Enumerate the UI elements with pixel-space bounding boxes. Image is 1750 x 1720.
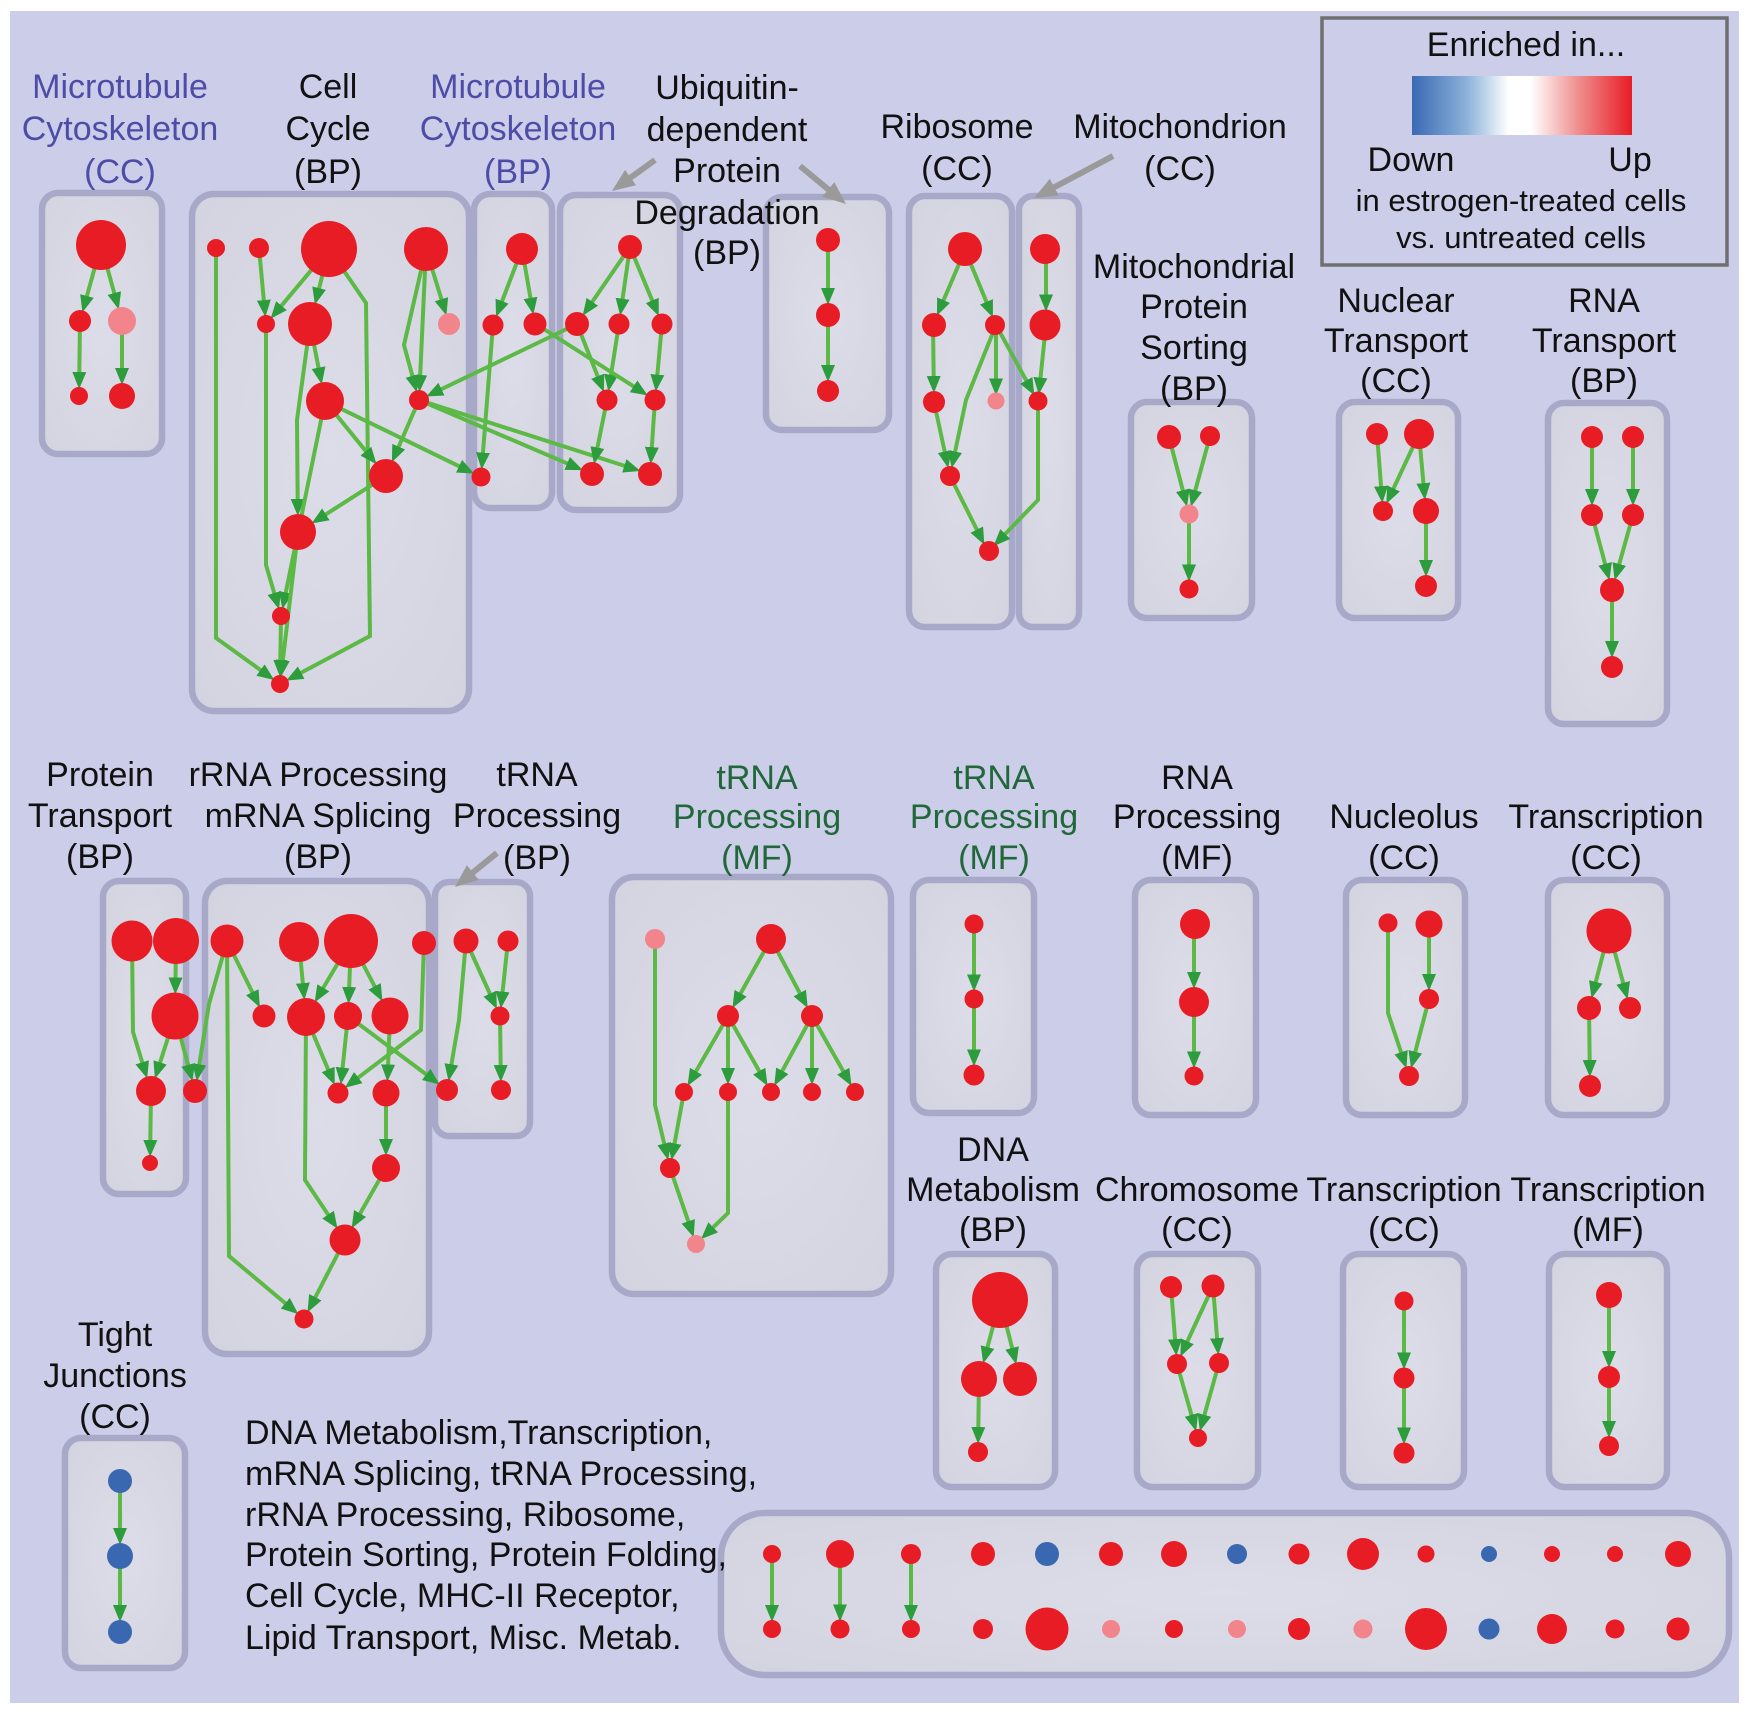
- svg-text:(BP): (BP): [1160, 370, 1228, 408]
- svg-text:mRNA Splicing: mRNA Splicing: [205, 797, 432, 835]
- svg-text:tRNA: tRNA: [953, 759, 1035, 797]
- svg-text:in estrogen-treated cells: in estrogen-treated cells: [1356, 183, 1687, 218]
- svg-text:(BP): (BP): [484, 153, 552, 191]
- svg-text:Cell Cycle, MHC-II Receptor,: Cell Cycle, MHC-II Receptor,: [245, 1577, 680, 1615]
- svg-text:Transport: Transport: [1532, 322, 1677, 360]
- svg-text:(CC): (CC): [79, 1398, 151, 1436]
- svg-text:tRNA: tRNA: [716, 759, 798, 797]
- svg-text:Ubiquitin-: Ubiquitin-: [655, 69, 799, 107]
- svg-text:Cytoskeleton: Cytoskeleton: [22, 110, 219, 148]
- svg-text:Enriched in...: Enriched in...: [1427, 26, 1625, 64]
- svg-text:Protein Sorting, Protein Foldi: Protein Sorting, Protein Folding,: [245, 1536, 727, 1574]
- svg-text:(MF): (MF): [721, 839, 793, 877]
- svg-text:Chromosome: Chromosome: [1095, 1171, 1299, 1209]
- svg-text:Up: Up: [1608, 141, 1651, 179]
- svg-text:(CC): (CC): [1161, 1211, 1233, 1249]
- svg-text:tRNA: tRNA: [496, 756, 578, 794]
- svg-text:rRNA Processing, Ribosome,: rRNA Processing, Ribosome,: [245, 1496, 685, 1534]
- svg-text:(BP): (BP): [294, 153, 362, 191]
- svg-text:Processing: Processing: [453, 797, 621, 835]
- svg-text:(BP): (BP): [503, 839, 571, 877]
- svg-text:(MF): (MF): [1572, 1211, 1644, 1249]
- svg-text:Processing: Processing: [910, 798, 1078, 836]
- svg-text:Degradation: Degradation: [634, 194, 819, 232]
- svg-text:Nuclear: Nuclear: [1337, 282, 1454, 320]
- svg-text:DNA: DNA: [957, 1131, 1029, 1169]
- svg-text:Lipid Transport, Misc. Metab.: Lipid Transport, Misc. Metab.: [245, 1619, 682, 1657]
- svg-text:(MF): (MF): [1161, 839, 1233, 877]
- svg-text:(CC): (CC): [1144, 150, 1216, 188]
- svg-text:Ribosome: Ribosome: [880, 108, 1033, 146]
- svg-text:vs. untreated cells: vs. untreated cells: [1396, 220, 1646, 255]
- svg-text:(BP): (BP): [959, 1211, 1027, 1249]
- svg-text:mRNA Splicing, tRNA Processing: mRNA Splicing, tRNA Processing,: [245, 1455, 757, 1493]
- svg-text:Cell: Cell: [299, 68, 358, 106]
- svg-text:Transcription: Transcription: [1508, 798, 1703, 836]
- svg-text:(BP): (BP): [284, 838, 352, 876]
- svg-text:Down: Down: [1368, 141, 1455, 179]
- svg-text:(BP): (BP): [66, 838, 134, 876]
- svg-text:Microtubule: Microtubule: [430, 68, 606, 106]
- svg-text:Sorting: Sorting: [1140, 329, 1248, 367]
- svg-text:(MF): (MF): [958, 839, 1030, 877]
- svg-text:Tight: Tight: [78, 1316, 153, 1354]
- svg-text:(CC): (CC): [1360, 362, 1432, 400]
- svg-text:(CC): (CC): [1368, 1211, 1440, 1249]
- svg-text:Protein: Protein: [673, 152, 781, 190]
- svg-text:RNA: RNA: [1161, 759, 1233, 797]
- svg-text:rRNA Processing: rRNA Processing: [189, 756, 448, 794]
- svg-text:Processing: Processing: [1113, 798, 1281, 836]
- svg-text:DNA Metabolism,Transcription,: DNA Metabolism,Transcription,: [245, 1414, 712, 1452]
- svg-text:Junctions: Junctions: [43, 1357, 187, 1395]
- svg-text:(CC): (CC): [84, 153, 156, 191]
- svg-text:Mitochondrion: Mitochondrion: [1073, 108, 1287, 146]
- svg-text:RNA: RNA: [1568, 282, 1640, 320]
- svg-text:Cycle: Cycle: [285, 110, 370, 148]
- svg-text:Protein: Protein: [1140, 288, 1248, 326]
- svg-text:(BP): (BP): [693, 234, 761, 272]
- svg-text:Metabolism: Metabolism: [906, 1171, 1080, 1209]
- svg-text:dependent: dependent: [647, 111, 808, 149]
- svg-text:(BP): (BP): [1570, 362, 1638, 400]
- svg-text:(CC): (CC): [1570, 839, 1642, 877]
- svg-text:Transport: Transport: [28, 797, 173, 835]
- svg-text:(CC): (CC): [921, 150, 993, 188]
- svg-text:(CC): (CC): [1368, 839, 1440, 877]
- svg-text:Processing: Processing: [673, 798, 841, 836]
- svg-text:Microtubule: Microtubule: [32, 68, 208, 106]
- svg-text:Cytoskeleton: Cytoskeleton: [420, 110, 617, 148]
- svg-text:Mitochondrial: Mitochondrial: [1093, 248, 1295, 286]
- svg-text:Protein: Protein: [46, 756, 154, 794]
- svg-text:Transcription: Transcription: [1306, 1171, 1501, 1209]
- svg-text:Transport: Transport: [1324, 322, 1469, 360]
- svg-text:Transcription: Transcription: [1510, 1171, 1705, 1209]
- svg-text:Nucleolus: Nucleolus: [1329, 798, 1478, 836]
